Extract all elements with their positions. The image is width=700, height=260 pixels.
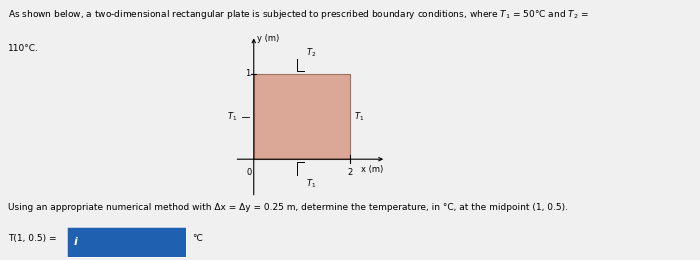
Text: As shown below, a two-dimensional rectangular plate is subjected to prescribed b: As shown below, a two-dimensional rectan… <box>8 8 589 21</box>
Text: $T_1$: $T_1$ <box>306 178 316 191</box>
Text: Using an appropriate numerical method with Δx = Δy = 0.25 m, determine the tempe: Using an appropriate numerical method wi… <box>8 203 568 212</box>
Text: °C: °C <box>193 234 203 243</box>
Text: $T_1$: $T_1$ <box>227 110 237 123</box>
Text: y (m): y (m) <box>257 34 279 43</box>
Text: $T_2$: $T_2$ <box>306 46 316 58</box>
Text: x (m): x (m) <box>361 165 384 174</box>
Text: 0: 0 <box>246 168 251 177</box>
Bar <box>253 74 350 159</box>
Text: 110°C.: 110°C. <box>8 44 39 53</box>
Text: i: i <box>74 237 78 248</box>
Text: $T_1$: $T_1$ <box>354 110 364 123</box>
Text: T(1, 0.5) =: T(1, 0.5) = <box>8 234 57 243</box>
Text: 2: 2 <box>347 168 353 177</box>
Text: 1: 1 <box>245 69 251 78</box>
